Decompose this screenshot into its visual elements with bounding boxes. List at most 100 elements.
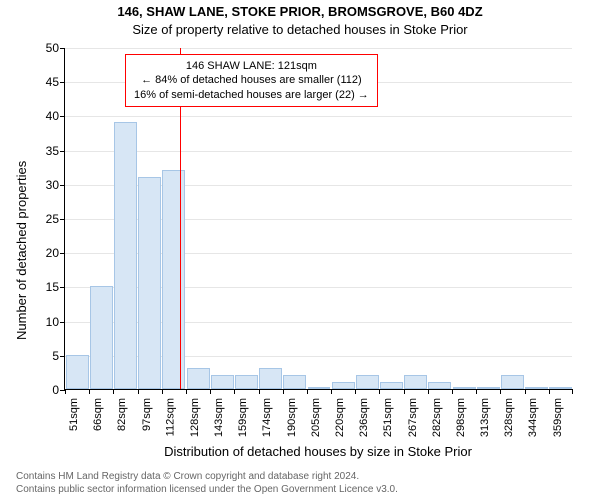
histogram-bar	[428, 382, 451, 389]
histogram-bar	[501, 375, 524, 389]
x-tick	[307, 389, 308, 394]
x-tick-label: 251sqm	[382, 398, 394, 437]
x-tick	[138, 389, 139, 394]
x-tick-label: 282sqm	[431, 398, 443, 437]
y-axis-label: Number of detached properties	[14, 161, 29, 340]
y-tick-label: 25	[35, 212, 59, 226]
x-tick-label: 143sqm	[213, 398, 225, 437]
histogram-bar	[283, 375, 306, 389]
chart-title: 146, SHAW LANE, STOKE PRIOR, BROMSGROVE,…	[0, 4, 600, 19]
y-tick-label: 5	[35, 349, 59, 363]
histogram-bar	[162, 170, 185, 389]
annotation-box: 146 SHAW LANE: 121sqm← 84% of detached h…	[125, 54, 378, 107]
x-tick-label: 51sqm	[68, 398, 80, 431]
y-tick	[60, 287, 65, 288]
x-tick	[549, 389, 550, 394]
x-tick-label: 190sqm	[286, 398, 298, 437]
x-tick-label: 205sqm	[310, 398, 322, 437]
x-tick	[234, 389, 235, 394]
histogram-bar	[332, 382, 355, 389]
histogram-bar	[380, 382, 403, 389]
x-tick-label: 66sqm	[92, 398, 104, 431]
y-tick-label: 30	[35, 178, 59, 192]
histogram-bar	[308, 387, 331, 389]
histogram-bar	[453, 387, 476, 389]
histogram-bar	[477, 387, 500, 389]
y-tick	[60, 322, 65, 323]
histogram-bar	[187, 368, 210, 389]
x-tick-label: 344sqm	[528, 398, 540, 437]
x-tick	[113, 389, 114, 394]
annotation-line: ← 84% of detached houses are smaller (11…	[134, 73, 369, 87]
x-tick	[476, 389, 477, 394]
x-tick-label: 112sqm	[165, 398, 177, 436]
x-tick-label: 313sqm	[479, 398, 491, 437]
x-tick-label: 298sqm	[455, 398, 467, 437]
x-tick	[379, 389, 380, 394]
y-tick-label: 50	[35, 41, 59, 55]
attribution: Contains HM Land Registry data © Crown c…	[16, 470, 398, 496]
y-tick-label: 20	[35, 246, 59, 260]
y-tick-label: 45	[35, 75, 59, 89]
x-tick	[572, 389, 573, 394]
x-tick	[259, 389, 260, 394]
chart-subtitle: Size of property relative to detached ho…	[0, 22, 600, 37]
gridline	[65, 151, 572, 152]
x-tick	[331, 389, 332, 394]
x-tick	[210, 389, 211, 394]
x-tick	[65, 389, 66, 394]
y-tick-label: 35	[35, 144, 59, 158]
y-tick	[60, 185, 65, 186]
x-tick	[355, 389, 356, 394]
x-tick	[89, 389, 90, 394]
y-tick	[60, 253, 65, 254]
x-tick-label: 82sqm	[116, 398, 128, 431]
histogram-bar	[404, 375, 427, 389]
x-tick-label: 267sqm	[407, 398, 419, 437]
y-tick-label: 10	[35, 315, 59, 329]
histogram-bar	[114, 122, 137, 389]
y-tick	[60, 48, 65, 49]
histogram-bar	[356, 375, 379, 389]
y-tick	[60, 116, 65, 117]
y-tick	[60, 219, 65, 220]
x-tick-label: 359sqm	[552, 398, 564, 437]
y-tick	[60, 151, 65, 152]
histogram-bar	[235, 375, 258, 389]
figure: 146, SHAW LANE, STOKE PRIOR, BROMSGROVE,…	[0, 0, 600, 500]
x-tick	[283, 389, 284, 394]
x-tick-label: 220sqm	[334, 398, 346, 437]
y-tick	[60, 82, 65, 83]
x-tick	[186, 389, 187, 394]
x-tick-label: 174sqm	[262, 398, 274, 437]
x-tick	[428, 389, 429, 394]
x-tick-label: 236sqm	[358, 398, 370, 437]
histogram-bar	[549, 387, 572, 389]
x-tick	[500, 389, 501, 394]
plot-area: 0510152025303540455051sqm66sqm82sqm97sqm…	[64, 48, 572, 390]
x-tick-label: 159sqm	[237, 398, 249, 437]
x-tick	[162, 389, 163, 394]
histogram-bar	[138, 177, 161, 389]
x-tick	[525, 389, 526, 394]
x-tick-label: 328sqm	[503, 398, 515, 437]
histogram-bar	[525, 387, 548, 389]
y-tick-label: 0	[35, 383, 59, 397]
attribution-line2: Contains public sector information licen…	[16, 483, 398, 496]
x-axis-label: Distribution of detached houses by size …	[64, 444, 572, 459]
gridline	[65, 48, 572, 49]
gridline	[65, 116, 572, 117]
histogram-bar	[259, 368, 282, 389]
x-tick	[452, 389, 453, 394]
y-tick	[60, 356, 65, 357]
attribution-line1: Contains HM Land Registry data © Crown c…	[16, 470, 398, 483]
x-tick-label: 128sqm	[189, 398, 201, 437]
y-tick-label: 15	[35, 280, 59, 294]
histogram-bar	[90, 286, 113, 389]
y-tick-label: 40	[35, 109, 59, 123]
x-tick-label: 97sqm	[141, 398, 153, 431]
histogram-bar	[66, 355, 89, 389]
histogram-bar	[211, 375, 234, 389]
x-tick	[404, 389, 405, 394]
annotation-line: 146 SHAW LANE: 121sqm	[134, 59, 369, 73]
